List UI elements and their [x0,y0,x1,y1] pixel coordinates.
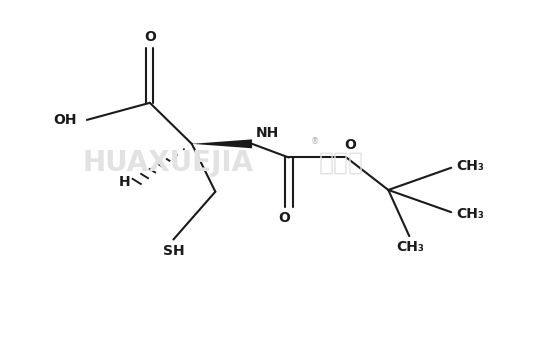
Text: O: O [278,211,290,225]
Text: CH₃: CH₃ [396,240,424,254]
Text: OH: OH [53,113,76,127]
Text: 化学加: 化学加 [319,151,364,175]
Text: SH: SH [163,244,184,258]
Text: O: O [345,138,357,152]
Text: CH₃: CH₃ [456,159,484,173]
Text: HUAXUEJIA: HUAXUEJIA [82,148,254,177]
Text: ®: ® [311,137,319,146]
Text: NH: NH [256,126,280,140]
Text: CH₃: CH₃ [456,207,484,221]
Text: H: H [119,175,130,189]
Polygon shape [192,140,252,148]
Text: O: O [144,30,156,44]
